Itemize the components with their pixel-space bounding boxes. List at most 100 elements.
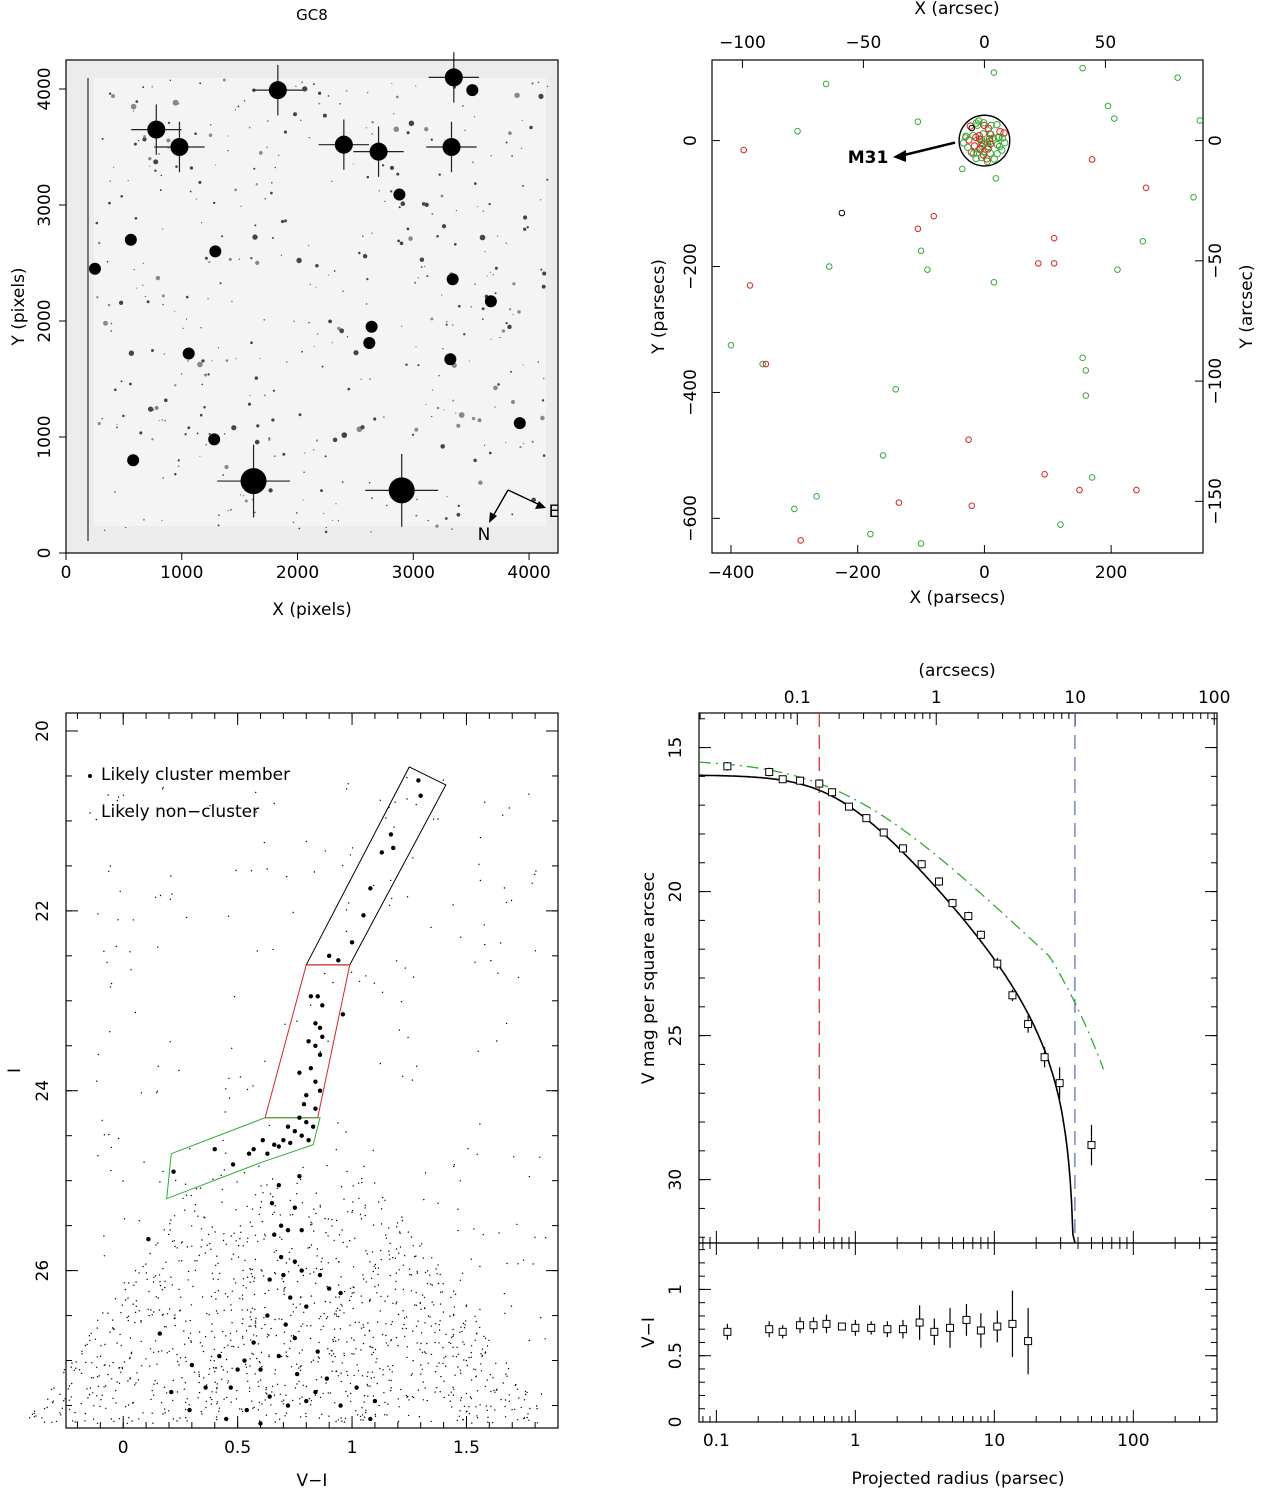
non-member-point (31, 1413, 34, 1416)
non-member-point (479, 879, 482, 882)
non-member-point (239, 1225, 242, 1227)
non-member-point (103, 1235, 105, 1237)
non-member-point (412, 976, 415, 978)
non-member-point (324, 972, 326, 975)
non-member-point (179, 1357, 182, 1359)
member-point (340, 1012, 346, 1017)
non-member-point (257, 1381, 259, 1383)
non-member-point (176, 1420, 178, 1422)
faint-source (219, 282, 222, 285)
tick-label: 22 (33, 900, 53, 922)
non-member-point (217, 1312, 219, 1315)
faint-source (490, 155, 492, 157)
non-member-point (268, 1354, 270, 1356)
non-member-point (268, 1289, 270, 1292)
faint-source (371, 232, 373, 234)
non-member-point (245, 1330, 248, 1332)
faint-source (332, 437, 338, 443)
non-member-point (516, 1223, 518, 1226)
member-point (265, 1151, 270, 1156)
non-member-point (127, 1297, 129, 1299)
non-member-point (404, 1335, 406, 1338)
tick-label: 10 (984, 1431, 1006, 1451)
non-member-point (96, 1395, 98, 1397)
right-tick-label: −50 (1206, 243, 1226, 279)
non-member-point (116, 1381, 118, 1383)
faint-source (474, 283, 476, 286)
non-member-point (208, 1373, 210, 1376)
non-member-point (305, 840, 307, 843)
non-member-point (299, 1366, 301, 1368)
non-member-point (419, 1348, 421, 1351)
non-member-point (350, 1295, 352, 1298)
non-member-point (142, 1265, 144, 1268)
non-member-point (95, 818, 98, 821)
non-member-point (437, 1282, 440, 1285)
non-member-point (375, 1361, 377, 1364)
non-member-point (162, 1170, 164, 1173)
non-member-point (206, 1244, 208, 1246)
non-member-point (476, 1332, 478, 1335)
faint-source (175, 165, 178, 168)
faint-source (197, 361, 203, 368)
non-member-point (452, 1394, 455, 1396)
faint-source (251, 499, 253, 501)
faint-source (395, 95, 399, 99)
non-member-point (397, 1313, 400, 1316)
green-source-marker (791, 505, 798, 513)
faint-source (137, 139, 140, 142)
non-member-point (213, 1360, 215, 1362)
non-member-point (330, 1349, 333, 1352)
non-member-point (136, 1372, 138, 1374)
non-member-point (248, 1390, 251, 1393)
non-member-point (185, 1194, 188, 1196)
non-member-point (231, 1345, 233, 1348)
non-member-point (212, 1178, 214, 1180)
non-member-point (384, 1199, 386, 1202)
non-member-point (420, 1364, 422, 1366)
non-member-point (223, 1347, 225, 1349)
bright-source (442, 138, 461, 156)
non-member-point (235, 1209, 237, 1211)
non-member-point (96, 1080, 98, 1082)
non-member-point (305, 1267, 307, 1270)
faint-source (200, 222, 203, 224)
non-member-point (398, 1269, 400, 1271)
red-source-marker (740, 146, 747, 154)
member-point (315, 994, 320, 999)
non-member-point (96, 1356, 99, 1358)
faint-source (296, 257, 302, 264)
non-member-point (271, 1178, 274, 1180)
non-member-point (332, 1339, 334, 1341)
non-member-point (115, 1402, 117, 1404)
non-member-point (481, 1354, 484, 1357)
non-member-point (158, 1274, 161, 1276)
green-source-marker (1082, 367, 1090, 374)
non-member-point (540, 1317, 542, 1319)
non-member-point (510, 1305, 513, 1307)
non-member-point (76, 1421, 79, 1423)
faint-source (505, 321, 508, 325)
x-axis-label: V−I (297, 1471, 328, 1491)
faint-source (477, 418, 482, 423)
right-axis-label: Y (arcsec) (1237, 264, 1257, 349)
non-member-point (217, 1278, 219, 1281)
faint-source (132, 110, 135, 112)
non-member-point (439, 1273, 441, 1276)
non-member-point (151, 1314, 153, 1316)
non-member-point (438, 1329, 441, 1331)
faint-source (224, 464, 229, 470)
non-member-point (242, 1298, 244, 1300)
faint-source (499, 336, 501, 339)
non-member-point (355, 1410, 357, 1412)
non-member-point (103, 1255, 106, 1257)
non-member-point (353, 1374, 355, 1377)
non-member-point (283, 1399, 285, 1401)
non-member-point (114, 1389, 117, 1392)
non-member-point (470, 1345, 473, 1347)
bright-source (513, 417, 526, 430)
non-member-point (504, 1416, 507, 1418)
non-member-point (315, 1212, 317, 1215)
member-point (299, 1268, 304, 1273)
non-member-point (274, 1373, 276, 1375)
